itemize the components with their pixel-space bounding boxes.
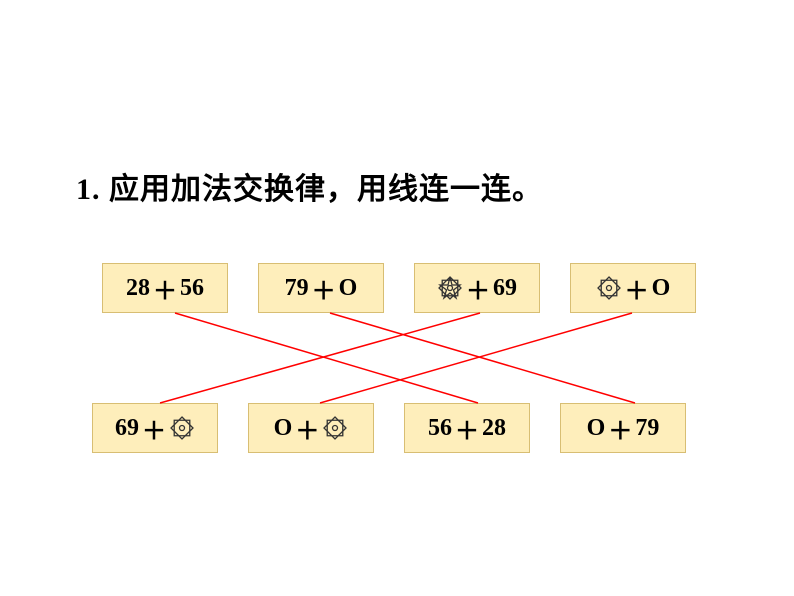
bottom-card-row: 69 ＋ O ＋ [92, 403, 686, 453]
card-content: 79 ＋ O [285, 271, 358, 306]
operand: 79 [285, 275, 309, 302]
plus-sign: ＋ [312, 271, 336, 306]
question-title: 1. 应用加法交换律，用线连一连。 [76, 164, 543, 208]
card-content: O ＋ [274, 411, 349, 446]
card-bottom-2: 56 ＋ 28 [404, 403, 530, 453]
star-icon [322, 415, 348, 441]
card-top-2: ＋ 69 [414, 263, 540, 313]
connection-line [330, 313, 635, 403]
operand: 56 [428, 415, 452, 442]
top-card-row: 28 ＋ 56 79 ＋ O [102, 263, 696, 313]
card-content: ＋ 69 [437, 271, 517, 306]
operand: 28 [126, 275, 150, 302]
card-content: O ＋ 79 [587, 411, 660, 446]
operand: O [339, 275, 358, 302]
card-top-1: 79 ＋ O [258, 263, 384, 313]
card-content: ＋ O [596, 271, 671, 306]
operand: 69 [493, 275, 517, 302]
operand: O [587, 415, 606, 442]
connection-line [175, 313, 478, 403]
card-content: 28 ＋ 56 [126, 271, 204, 306]
plus-sign: ＋ [455, 411, 479, 446]
operand: 28 [482, 415, 506, 442]
plus-sign: ＋ [295, 411, 319, 446]
card-bottom-3: O ＋ 79 [560, 403, 686, 453]
plus-sign: ＋ [153, 271, 177, 306]
card-top-0: 28 ＋ 56 [102, 263, 228, 313]
card-top-3: ＋ O [570, 263, 696, 313]
card-bottom-1: O ＋ [248, 403, 374, 453]
connection-line [160, 313, 480, 403]
card-bottom-0: 69 ＋ [92, 403, 218, 453]
operand: O [274, 415, 293, 442]
page-container: 1. 应用加法交换律，用线连一连。 28 ＋ 56 79 ＋ O [0, 0, 794, 596]
plus-sign: ＋ [142, 411, 166, 446]
star-icon [596, 275, 622, 301]
card-content: 69 ＋ [115, 411, 195, 446]
star-icon [437, 275, 463, 301]
operand: 79 [635, 415, 659, 442]
star-icon [169, 415, 195, 441]
card-content: 56 ＋ 28 [428, 411, 506, 446]
connection-line [320, 313, 632, 403]
plus-sign: ＋ [625, 271, 649, 306]
operand: 56 [180, 275, 204, 302]
operand: 69 [115, 415, 139, 442]
plus-sign: ＋ [608, 411, 632, 446]
plus-sign: ＋ [466, 271, 490, 306]
operand: O [652, 275, 671, 302]
